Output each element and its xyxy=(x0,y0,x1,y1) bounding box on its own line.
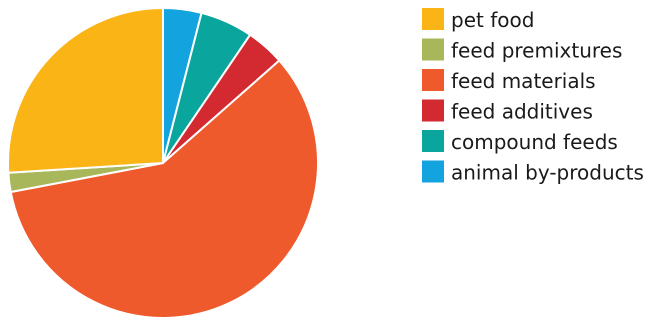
legend-swatch xyxy=(422,69,444,91)
legend-label: pet food xyxy=(451,8,534,32)
legend-item: pet food xyxy=(422,8,534,32)
legend-swatch xyxy=(422,39,444,61)
legend-item: feed materials xyxy=(422,69,596,93)
legend-label: feed premixtures xyxy=(451,39,622,63)
legend: pet food feed premixtures feed materials fe… xyxy=(422,8,644,185)
pie-slices xyxy=(8,8,318,318)
legend-item: compound feeds xyxy=(422,130,618,154)
legend-item: feed premixtures xyxy=(422,39,622,63)
pie-slice-pet-food xyxy=(8,8,163,173)
legend-label: feed materials xyxy=(451,69,596,93)
legend-label: feed additives xyxy=(451,100,593,124)
legend-label: compound feeds xyxy=(451,130,618,154)
legend-item: feed additives xyxy=(422,100,593,124)
legend-item: animal by-products xyxy=(422,161,644,185)
legend-swatch xyxy=(422,161,444,183)
legend-swatch xyxy=(422,8,444,30)
legend-swatch xyxy=(422,130,444,152)
legend-label: animal by-products xyxy=(451,161,644,185)
legend-swatch xyxy=(422,100,444,122)
